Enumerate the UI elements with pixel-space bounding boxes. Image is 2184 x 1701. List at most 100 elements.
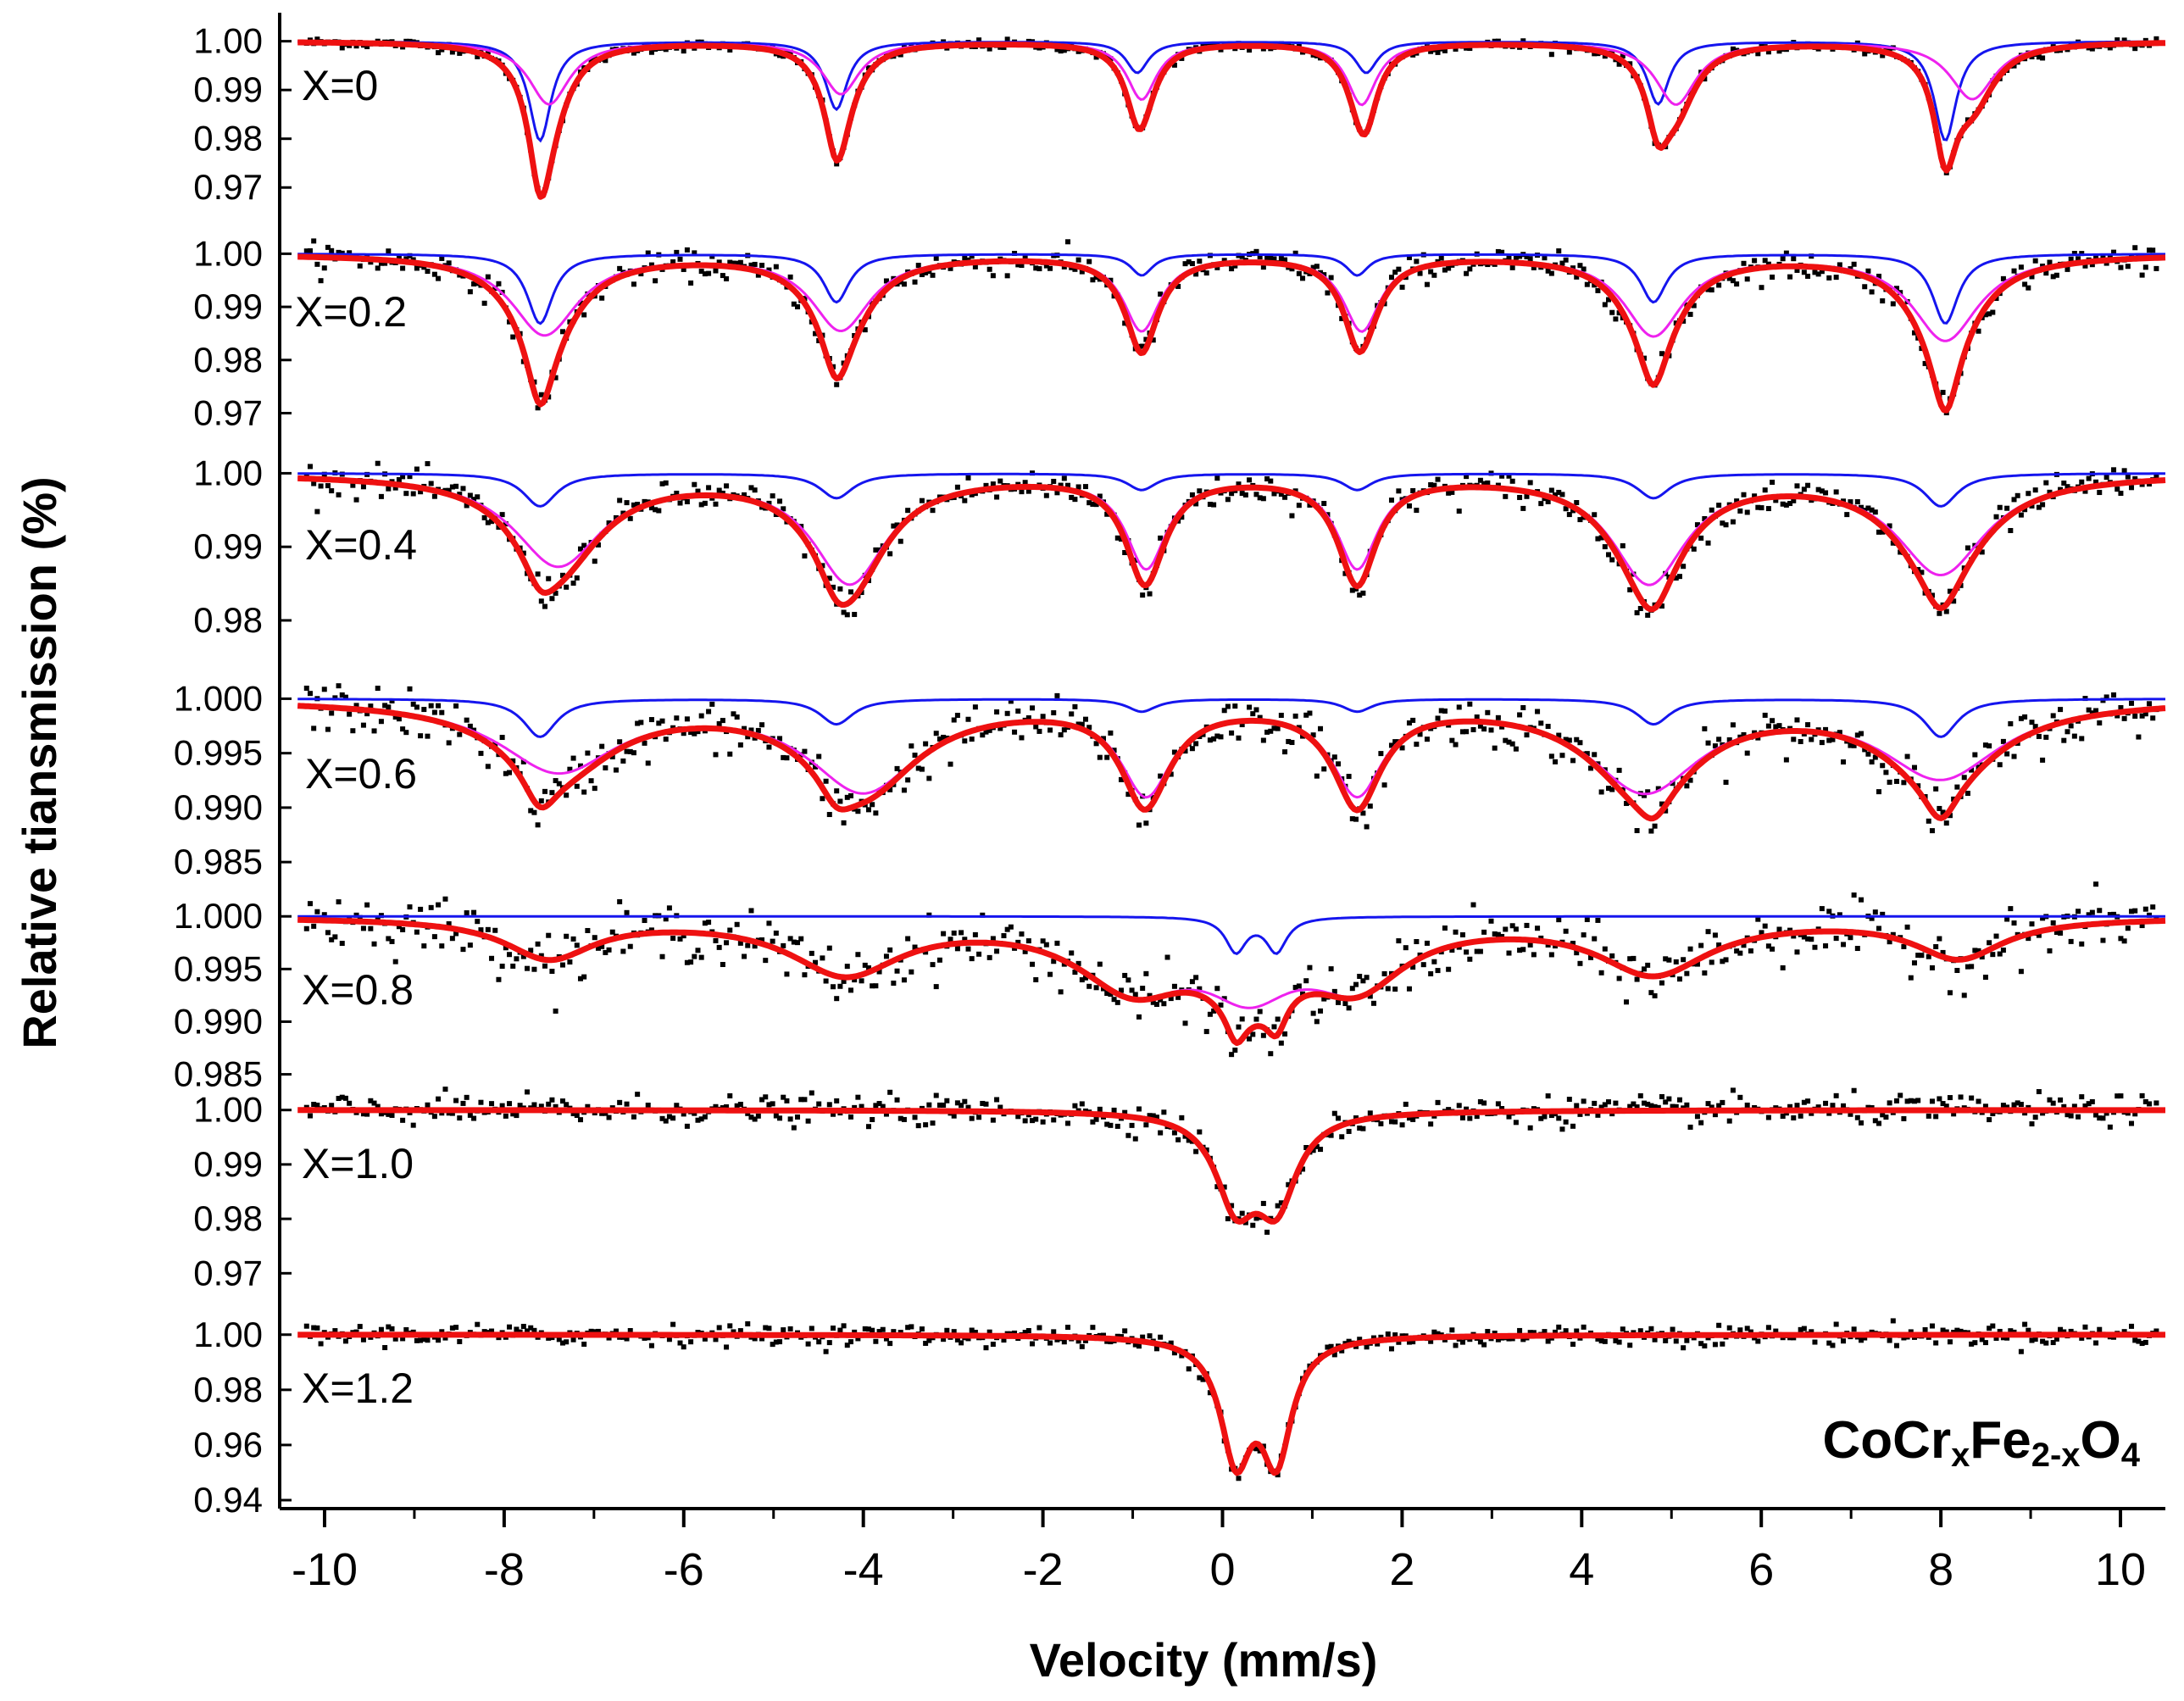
data-point xyxy=(1054,692,1060,698)
data-point xyxy=(795,303,801,309)
data-point xyxy=(1239,491,1245,497)
data-point xyxy=(1467,701,1473,707)
data-point xyxy=(1449,1327,1455,1333)
data-point xyxy=(1140,986,1146,992)
data-point xyxy=(1581,266,1587,272)
panel-label: X=0.4 xyxy=(305,521,417,569)
data-point xyxy=(1997,951,2003,957)
data-point xyxy=(681,48,686,54)
data-point xyxy=(787,1116,793,1122)
data-point xyxy=(1737,508,1743,514)
data-point xyxy=(564,1102,570,1108)
data-point xyxy=(919,766,925,772)
data-point xyxy=(439,255,445,261)
data-point xyxy=(1880,298,1886,304)
data-point xyxy=(1310,264,1316,270)
data-point xyxy=(1054,490,1060,496)
data-point xyxy=(321,912,327,918)
data-point xyxy=(1033,265,1039,271)
data-point xyxy=(2018,264,2024,270)
data-point xyxy=(1186,1366,1192,1372)
data-point xyxy=(1282,257,1288,263)
data-point xyxy=(364,902,370,908)
data-point xyxy=(1388,742,1394,748)
data-point xyxy=(2029,1121,2035,1127)
data-point xyxy=(2008,906,2014,912)
data-point xyxy=(1801,934,1807,940)
data-point xyxy=(1495,1337,1501,1342)
data-point xyxy=(546,575,552,581)
data-point xyxy=(923,1122,929,1128)
data-point xyxy=(1876,789,1882,795)
data-point xyxy=(1506,950,1512,956)
data-point xyxy=(425,461,431,467)
data-point xyxy=(457,1115,463,1121)
data-point xyxy=(1464,949,1470,955)
data-point xyxy=(2018,969,2024,975)
data-point xyxy=(1876,926,1882,931)
data-point xyxy=(724,275,730,281)
data-point xyxy=(891,981,897,987)
data-point xyxy=(1286,1181,1292,1187)
data-point xyxy=(1787,1103,1793,1109)
data-point xyxy=(1794,267,1800,273)
data-point xyxy=(1100,736,1106,742)
data-point xyxy=(1182,261,1188,267)
data-point xyxy=(2129,485,2135,491)
data-point xyxy=(2050,1100,2056,1106)
data-point xyxy=(1548,1113,1554,1119)
data-point xyxy=(1278,256,1284,262)
data-point xyxy=(1841,759,1847,765)
data-point xyxy=(546,1335,552,1341)
data-point xyxy=(1762,487,1768,493)
data-point xyxy=(1158,773,1164,779)
data-point xyxy=(635,1092,641,1098)
data-point xyxy=(378,1326,384,1332)
data-point xyxy=(2103,475,2109,481)
data-point xyxy=(1513,254,1519,260)
data-point xyxy=(1720,1099,1726,1105)
data-point xyxy=(2076,909,2081,914)
data-point xyxy=(1972,948,1978,953)
data-point xyxy=(1193,1148,1199,1154)
data-point xyxy=(1563,928,1569,934)
data-point xyxy=(1158,291,1164,297)
data-point xyxy=(332,1328,338,1334)
x-tick-label: -4 xyxy=(843,1544,884,1595)
data-point xyxy=(531,1327,537,1333)
data-point xyxy=(830,1326,836,1331)
data-point xyxy=(475,53,481,59)
data-point xyxy=(1581,1098,1587,1104)
data-point xyxy=(642,918,647,924)
data-point xyxy=(1189,746,1195,752)
data-point xyxy=(2100,1115,2106,1121)
data-point xyxy=(478,927,484,933)
data-point xyxy=(2061,737,2067,743)
data-point xyxy=(1862,51,1868,57)
data-point xyxy=(1509,264,1515,270)
data-point xyxy=(880,1326,886,1332)
data-point xyxy=(1592,752,1598,758)
data-point xyxy=(677,256,683,262)
data-point xyxy=(2065,1112,2070,1118)
data-point xyxy=(2022,281,2028,287)
data-point xyxy=(1260,264,1266,270)
data-point xyxy=(791,1125,797,1131)
data-point xyxy=(1357,592,1363,598)
data-point xyxy=(1872,509,1878,515)
data-point xyxy=(1008,924,1014,930)
data-point xyxy=(588,778,594,784)
data-point xyxy=(1865,268,1871,274)
data-point xyxy=(1947,1339,1953,1345)
data-point xyxy=(2043,270,2049,276)
data-point xyxy=(570,1110,576,1116)
data-point xyxy=(1798,738,1803,744)
data-point xyxy=(1634,976,1640,982)
data-point xyxy=(666,1337,672,1342)
data-point xyxy=(389,698,395,703)
data-point xyxy=(1406,503,1412,509)
data-point xyxy=(645,760,651,766)
data-point xyxy=(905,1325,911,1331)
data-point xyxy=(1086,500,1092,506)
data-point xyxy=(873,810,879,816)
